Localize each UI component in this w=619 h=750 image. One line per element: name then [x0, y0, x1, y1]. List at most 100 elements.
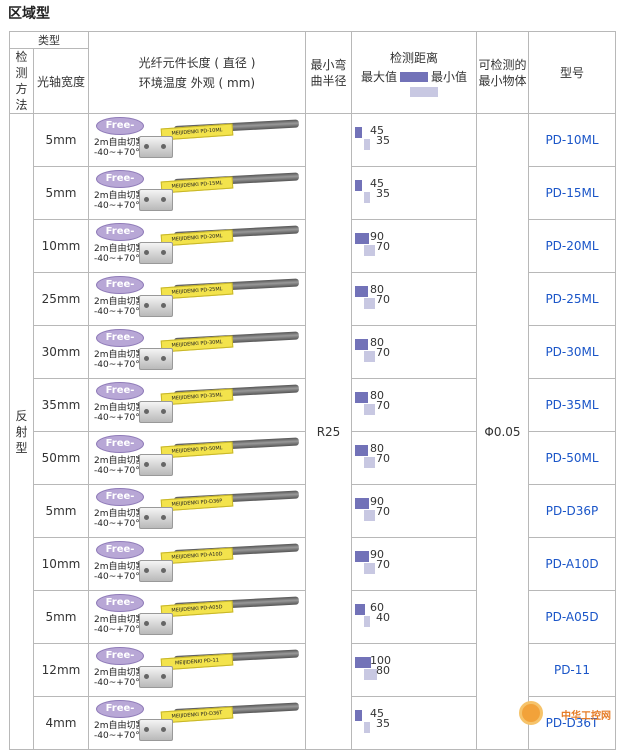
min-distance-value: 80 — [376, 664, 390, 677]
axis-width-cell: 10mm — [33, 537, 89, 591]
max-distance-bar — [355, 339, 368, 350]
mount-hole-icon — [144, 250, 149, 255]
page-title: 区域型 — [8, 6, 50, 22]
max-distance-value: 90 — [370, 230, 384, 243]
table-row: 25mm Free-cut 2m自由切割 -40~+70℃ MEIJIDENKI PD-… — [10, 272, 616, 326]
max-distance-value: 90 — [370, 495, 384, 508]
table-row: 30mm Free-cut 2m自由切割 -40~+70℃ MEIJIDENKI PD-… — [10, 325, 616, 379]
temperature-text: -40~+70℃ — [94, 413, 146, 423]
model-link[interactable]: PD-20ML — [528, 219, 616, 273]
sensor-image-cell: Free-cut 2m自由切割 -40~+70℃ MEIJIDENKI PD-50ML — [88, 431, 306, 485]
mount-hole-icon — [144, 621, 149, 626]
mount-hole-icon — [161, 303, 166, 308]
cut-length-text: 2m自由切割 — [94, 350, 145, 360]
temperature-text: -40~+70℃ — [94, 201, 146, 211]
table-row: 5mm Free-cut 2m自由切割 -40~+70℃ MEIJIDENKI PD-D… — [10, 484, 616, 538]
table-row: 5mm Free-cut 2m自由切割 -40~+70℃ MEIJIDENKI PD-A… — [10, 590, 616, 644]
table-row: 50mm Free-cut 2m自由切割 -40~+70℃ MEIJIDENKI PD-… — [10, 431, 616, 485]
min-distance-value: 70 — [376, 452, 390, 465]
cut-length-text: 2m自由切割 — [94, 562, 145, 572]
model-link[interactable]: PD-D36P — [528, 484, 616, 538]
min-distance-value: 35 — [376, 134, 390, 147]
max-distance-bar — [355, 127, 363, 138]
min-distance-bar — [364, 404, 376, 415]
distance-bars: 45 35 — [352, 167, 476, 219]
sensor-head-icon — [139, 507, 173, 529]
distance-cell: 45 35 — [351, 696, 477, 750]
min-distance-value: 70 — [376, 505, 390, 518]
method-char-4: 法 — [15, 98, 28, 112]
max-distance-value: 90 — [370, 548, 384, 561]
model-link[interactable]: PD-50ML — [528, 431, 616, 485]
mount-hole-icon — [161, 462, 166, 467]
distance-bars: 90 70 — [352, 220, 476, 272]
max-distance-value: 80 — [370, 389, 384, 402]
cut-length-text: 2m自由切割 — [94, 456, 145, 466]
model-link[interactable]: PD-D36T — [528, 696, 616, 750]
bend-radius-cell: R25 — [305, 113, 352, 750]
free-cut-badge: Free-cut — [96, 170, 144, 200]
sensor-head-icon — [139, 189, 173, 211]
temperature-text: -40~+70℃ — [94, 731, 146, 741]
mount-hole-icon — [161, 515, 166, 520]
min-distance-bar — [364, 245, 376, 256]
cut-length-text: 2m自由切割 — [94, 297, 145, 307]
max-distance-bar — [355, 392, 368, 403]
legend-max-label: 最大值 — [360, 70, 397, 84]
model-link[interactable]: PD-15ML — [528, 166, 616, 220]
object-line-2: 最小物体 — [478, 73, 527, 88]
sensor-head-icon — [139, 666, 173, 688]
table-row: 5mm Free-cut 2m自由切割 -40~+70℃ MEIJIDENKI PD-1… — [10, 166, 616, 220]
distance-cell: 45 35 — [351, 113, 477, 167]
bend-line-2: 曲半径 — [310, 73, 347, 88]
watermark-text: 中华工控网 — [561, 711, 611, 722]
free-cut-badge: Free-cut — [96, 117, 144, 147]
min-distance-value: 70 — [376, 346, 390, 359]
max-distance-bar — [355, 180, 363, 191]
model-link[interactable]: PD-A10D — [528, 537, 616, 591]
mount-hole-icon — [144, 568, 149, 573]
sensor-head-icon — [139, 719, 173, 741]
sensor-image-cell: Free-cut 2m自由切割 -40~+70℃ MEIJIDENKI PD-D36T — [88, 696, 306, 750]
mount-hole-icon — [161, 197, 166, 202]
distance-cell: 90 70 — [351, 484, 477, 538]
distance-bars: 80 70 — [352, 273, 476, 325]
axis-width-cell: 12mm — [33, 643, 89, 697]
model-link[interactable]: PD-10ML — [528, 113, 616, 167]
axis-width-cell: 50mm — [33, 431, 89, 485]
mount-hole-icon — [161, 727, 166, 732]
object-header: 可检测的 最小物体 — [476, 31, 529, 114]
free-cut-badge: Free-cut — [96, 276, 144, 306]
model-link[interactable]: PD-A05D — [528, 590, 616, 644]
free-cut-badge: Free-cut — [96, 223, 144, 253]
bend-radius-header: 最小弯 曲半径 — [305, 31, 352, 114]
max-distance-bar — [355, 710, 363, 721]
fiber-length-title: 光纤元件长度 ( 直径 ) — [138, 55, 256, 70]
max-distance-bar — [355, 445, 368, 456]
temperature-text: -40~+70℃ — [94, 625, 146, 635]
free-cut-badge: Free-cut — [96, 488, 144, 518]
sensor-image-cell: Free-cut 2m自由切割 -40~+70℃ MEIJIDENKI PD-11 — [88, 643, 306, 697]
min-distance-value: 35 — [376, 717, 390, 730]
model-link[interactable]: PD-30ML — [528, 325, 616, 379]
min-distance-bar — [364, 457, 376, 468]
temperature-text: -40~+70℃ — [94, 678, 146, 688]
fiber-length-header: 光纤元件长度 ( 直径 ) 环境温度 外观 ( mm) — [88, 31, 306, 114]
model-link[interactable]: PD-25ML — [528, 272, 616, 326]
sensor-head-icon — [139, 295, 173, 317]
axis-width-cell: 35mm — [33, 378, 89, 432]
cut-length-text: 2m自由切割 — [94, 509, 145, 519]
distance-bars: 90 70 — [352, 485, 476, 537]
area-sensor-table: 类型 光纤元件长度 ( 直径 ) 环境温度 外观 ( mm) 最小弯 曲半径 检… — [9, 31, 616, 750]
max-distance-value: 80 — [370, 283, 384, 296]
model-link[interactable]: PD-11 — [528, 643, 616, 697]
max-distance-value: 45 — [370, 124, 384, 137]
model-link[interactable]: PD-35ML — [528, 378, 616, 432]
sensor-head-icon — [139, 242, 173, 264]
min-distance-bar — [364, 510, 376, 521]
table-row: 35mm Free-cut 2m自由切割 -40~+70℃ MEIJIDENKI PD-… — [10, 378, 616, 432]
free-cut-badge: Free-cut — [96, 382, 144, 412]
object-line-1: 可检测的 — [478, 57, 527, 72]
mount-hole-icon — [144, 462, 149, 467]
distance-bars: 80 70 — [352, 379, 476, 431]
